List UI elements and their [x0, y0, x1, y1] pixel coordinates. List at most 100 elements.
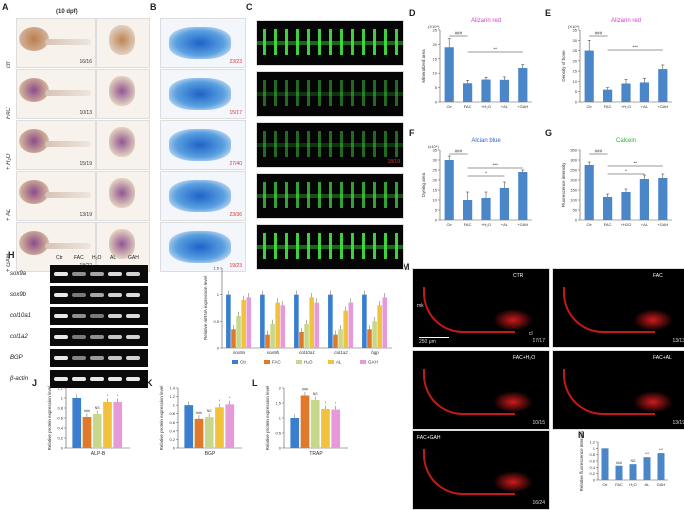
- bar: [299, 332, 304, 348]
- scale-label: 250 μm: [419, 339, 436, 345]
- gel-strip: [50, 265, 148, 283]
- fluorescence-photo: FAC+GAH 16/24: [412, 430, 550, 510]
- vertebra: [340, 29, 343, 55]
- gel-band: [54, 314, 68, 318]
- significance-mark: NS: [95, 406, 101, 410]
- vertebra: [395, 131, 398, 157]
- larva-ventral-photo: [96, 69, 150, 119]
- larva-lateral-photo: 16/16: [16, 18, 96, 68]
- significance-mark: ***: [493, 163, 499, 168]
- y-tick-label: 1.5: [213, 266, 219, 271]
- y-tick-label: 1.5: [275, 401, 281, 406]
- fluorescence-photo: FAC+AL 13/19: [552, 350, 684, 430]
- bar: [300, 395, 310, 448]
- x-tick-label: H₂O: [629, 482, 637, 487]
- head-stain: [19, 78, 49, 102]
- x-tick-label: FAC: [604, 104, 612, 109]
- bar: [639, 179, 649, 220]
- vertebra: [307, 182, 310, 208]
- stain-ratio: 19/23: [229, 263, 242, 269]
- x-tick-label: +AL: [641, 104, 649, 109]
- bar: [236, 316, 241, 348]
- y-tick-label: 0.2: [589, 471, 595, 476]
- y-tick-label: 200: [570, 178, 577, 183]
- significance-mark: ###: [84, 409, 90, 413]
- gel-band: [90, 356, 104, 360]
- x-tick-label: +H₂O: [481, 222, 491, 227]
- y-tick-label: 0.8: [57, 406, 63, 411]
- vertebra: [395, 80, 398, 106]
- y-tick-label: 250: [570, 168, 577, 173]
- y-tick-label: 25: [433, 28, 438, 33]
- cleithrum: [633, 391, 673, 413]
- lane-label: H₂O: [92, 255, 102, 261]
- x-tick-label: FAC: [615, 482, 623, 487]
- vertebra: [296, 80, 299, 106]
- gel-band: [72, 314, 86, 318]
- bar: [639, 82, 649, 102]
- y-axis-label: Relative mRNA expression level: [203, 276, 208, 340]
- x-tick-label: +GAH: [517, 104, 528, 109]
- x-tick-label: Ctr: [587, 222, 593, 227]
- x-tick-label: +H2O: [621, 222, 632, 227]
- significance-mark: ###: [196, 411, 202, 415]
- vertebra: [373, 233, 376, 259]
- chart-K: 0 0.2 0.4 0.6 0.8 1 1.2 1.4 Relative protein exp…: [159, 386, 242, 457]
- bar: [463, 83, 473, 102]
- tail-body: [45, 192, 91, 198]
- y-tick-label: 100: [570, 198, 577, 203]
- stain-ratio: 23/23: [229, 59, 242, 65]
- cleithrum: [493, 391, 533, 413]
- ventral-stain: [109, 178, 135, 208]
- condition-label: FAC+H₂O: [513, 355, 536, 361]
- x-tick-label: FAC: [464, 104, 472, 109]
- y-tick-label: 10: [573, 79, 578, 84]
- bar: [658, 69, 668, 102]
- y-tick-label: 0: [435, 100, 438, 105]
- lane-label: FAC: [74, 255, 84, 261]
- gel-band: [72, 293, 86, 297]
- bar: [338, 329, 343, 348]
- significance-mark: *: [117, 394, 119, 398]
- cartilage-stain: [169, 129, 231, 161]
- x-tick-label: AL: [645, 482, 651, 487]
- y-axis-label: Relative protein expression level: [265, 386, 270, 451]
- head-stain: [19, 129, 49, 153]
- significance-mark: ###: [595, 31, 603, 36]
- vertebra: [285, 80, 288, 106]
- chart-title: Alizarin red: [611, 18, 641, 24]
- vertebra: [395, 233, 398, 259]
- notochord: [257, 92, 403, 96]
- gel-strip: [50, 349, 148, 367]
- x-axis-label: TRAP: [309, 451, 323, 457]
- significance-mark: ###: [455, 31, 463, 36]
- significance-mark: *: [625, 169, 627, 174]
- y-tick-label: 1.2: [169, 394, 175, 399]
- vertebra: [384, 182, 387, 208]
- gel-band: [54, 293, 68, 297]
- significance-mark: *: [335, 402, 337, 406]
- vertebra: [263, 131, 266, 157]
- ventral-stain: [109, 127, 135, 157]
- y-tick-label: 0: [61, 446, 64, 451]
- tail-body: [45, 90, 91, 96]
- legend-label: FAC: [272, 360, 282, 365]
- vertebra: [285, 131, 288, 157]
- larva-ventral-photo: [96, 120, 150, 170]
- vertebra: [263, 29, 266, 55]
- y-tick-label: 25: [573, 48, 578, 53]
- vertebra: [296, 131, 299, 157]
- bar: [246, 297, 252, 348]
- bar: [444, 47, 454, 102]
- significance-mark: *: [219, 399, 221, 403]
- x-tick-label: sox9a: [233, 350, 246, 355]
- calcein-photo: [256, 71, 404, 117]
- bar: [290, 418, 300, 448]
- significance-mark: ###: [302, 387, 308, 391]
- cartilage-photo: 19/23: [160, 222, 246, 272]
- significance-mark: ###: [616, 461, 622, 465]
- y-tick-label: 35: [573, 28, 578, 33]
- bar: [463, 200, 473, 220]
- y-tick-label: 50: [573, 208, 578, 213]
- y-tick-label: 20: [433, 178, 438, 183]
